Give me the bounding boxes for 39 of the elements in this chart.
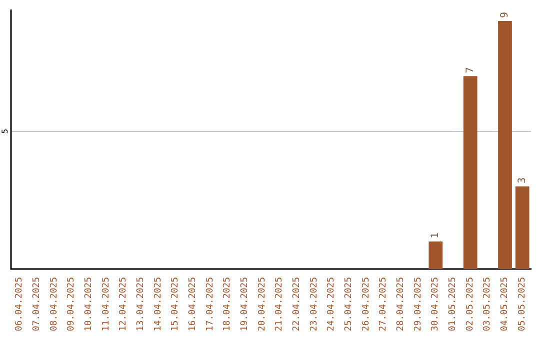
x-tick-label: 10.04.2025 — [84, 277, 94, 332]
x-tick-label: 15.04.2025 — [170, 277, 181, 332]
x-tick-label: 03.05.2025 — [482, 277, 493, 332]
data-label: 1 — [430, 232, 442, 238]
x-tick-label: 13.04.2025 — [136, 277, 146, 332]
x-tick-label: 11.04.2025 — [101, 277, 112, 332]
x-tick-label: 21.04.2025 — [274, 277, 285, 332]
data-label: 3 — [516, 177, 528, 184]
x-tick-label: 20.04.2025 — [257, 277, 268, 332]
x-tick-label: 09.04.2025 — [66, 277, 77, 332]
data-label: 9 — [500, 12, 510, 18]
x-tick-label: 27.04.2025 — [378, 277, 389, 332]
x-tick-label: 22.04.2025 — [292, 277, 302, 332]
x-tick-label: 25.04.2025 — [344, 277, 354, 332]
data-label: 7 — [464, 67, 476, 74]
x-tick-label: 23.04.2025 — [309, 277, 320, 332]
bar — [428, 241, 443, 269]
x-tick-label: 24.04.2025 — [326, 277, 337, 332]
x-tick-label: 07.04.2025 — [32, 277, 42, 332]
bar — [498, 21, 512, 269]
bar — [515, 186, 530, 269]
x-tick-label: 19.04.2025 — [240, 277, 250, 332]
x-tick-label: 29.04.2025 — [413, 277, 424, 332]
x-tick-label: 12.04.2025 — [118, 277, 129, 332]
x-tick-label: 30.04.2025 — [430, 277, 441, 332]
bar — [463, 76, 478, 269]
x-tick-label: 18.04.2025 — [222, 277, 233, 332]
x-tick-label: 06.04.2025 — [14, 277, 25, 332]
x-tick-label: 01.05.2025 — [448, 277, 458, 332]
x-tick-label: 02.05.2025 — [465, 277, 476, 332]
x-tick-label: 04.05.2025 — [500, 277, 510, 332]
x-tick-label: 26.04.2025 — [361, 277, 372, 332]
x-tick-label: 17.04.2025 — [205, 277, 216, 332]
x-tick-label: 14.04.2025 — [153, 277, 164, 332]
x-tick-label: 05.05.2025 — [517, 277, 528, 332]
x-tick-label: 08.04.2025 — [49, 277, 60, 332]
x-tick-label: 16.04.2025 — [188, 277, 198, 332]
y-tick-label: 5 — [0, 128, 10, 134]
x-tick-label: 28.04.2025 — [396, 277, 406, 332]
